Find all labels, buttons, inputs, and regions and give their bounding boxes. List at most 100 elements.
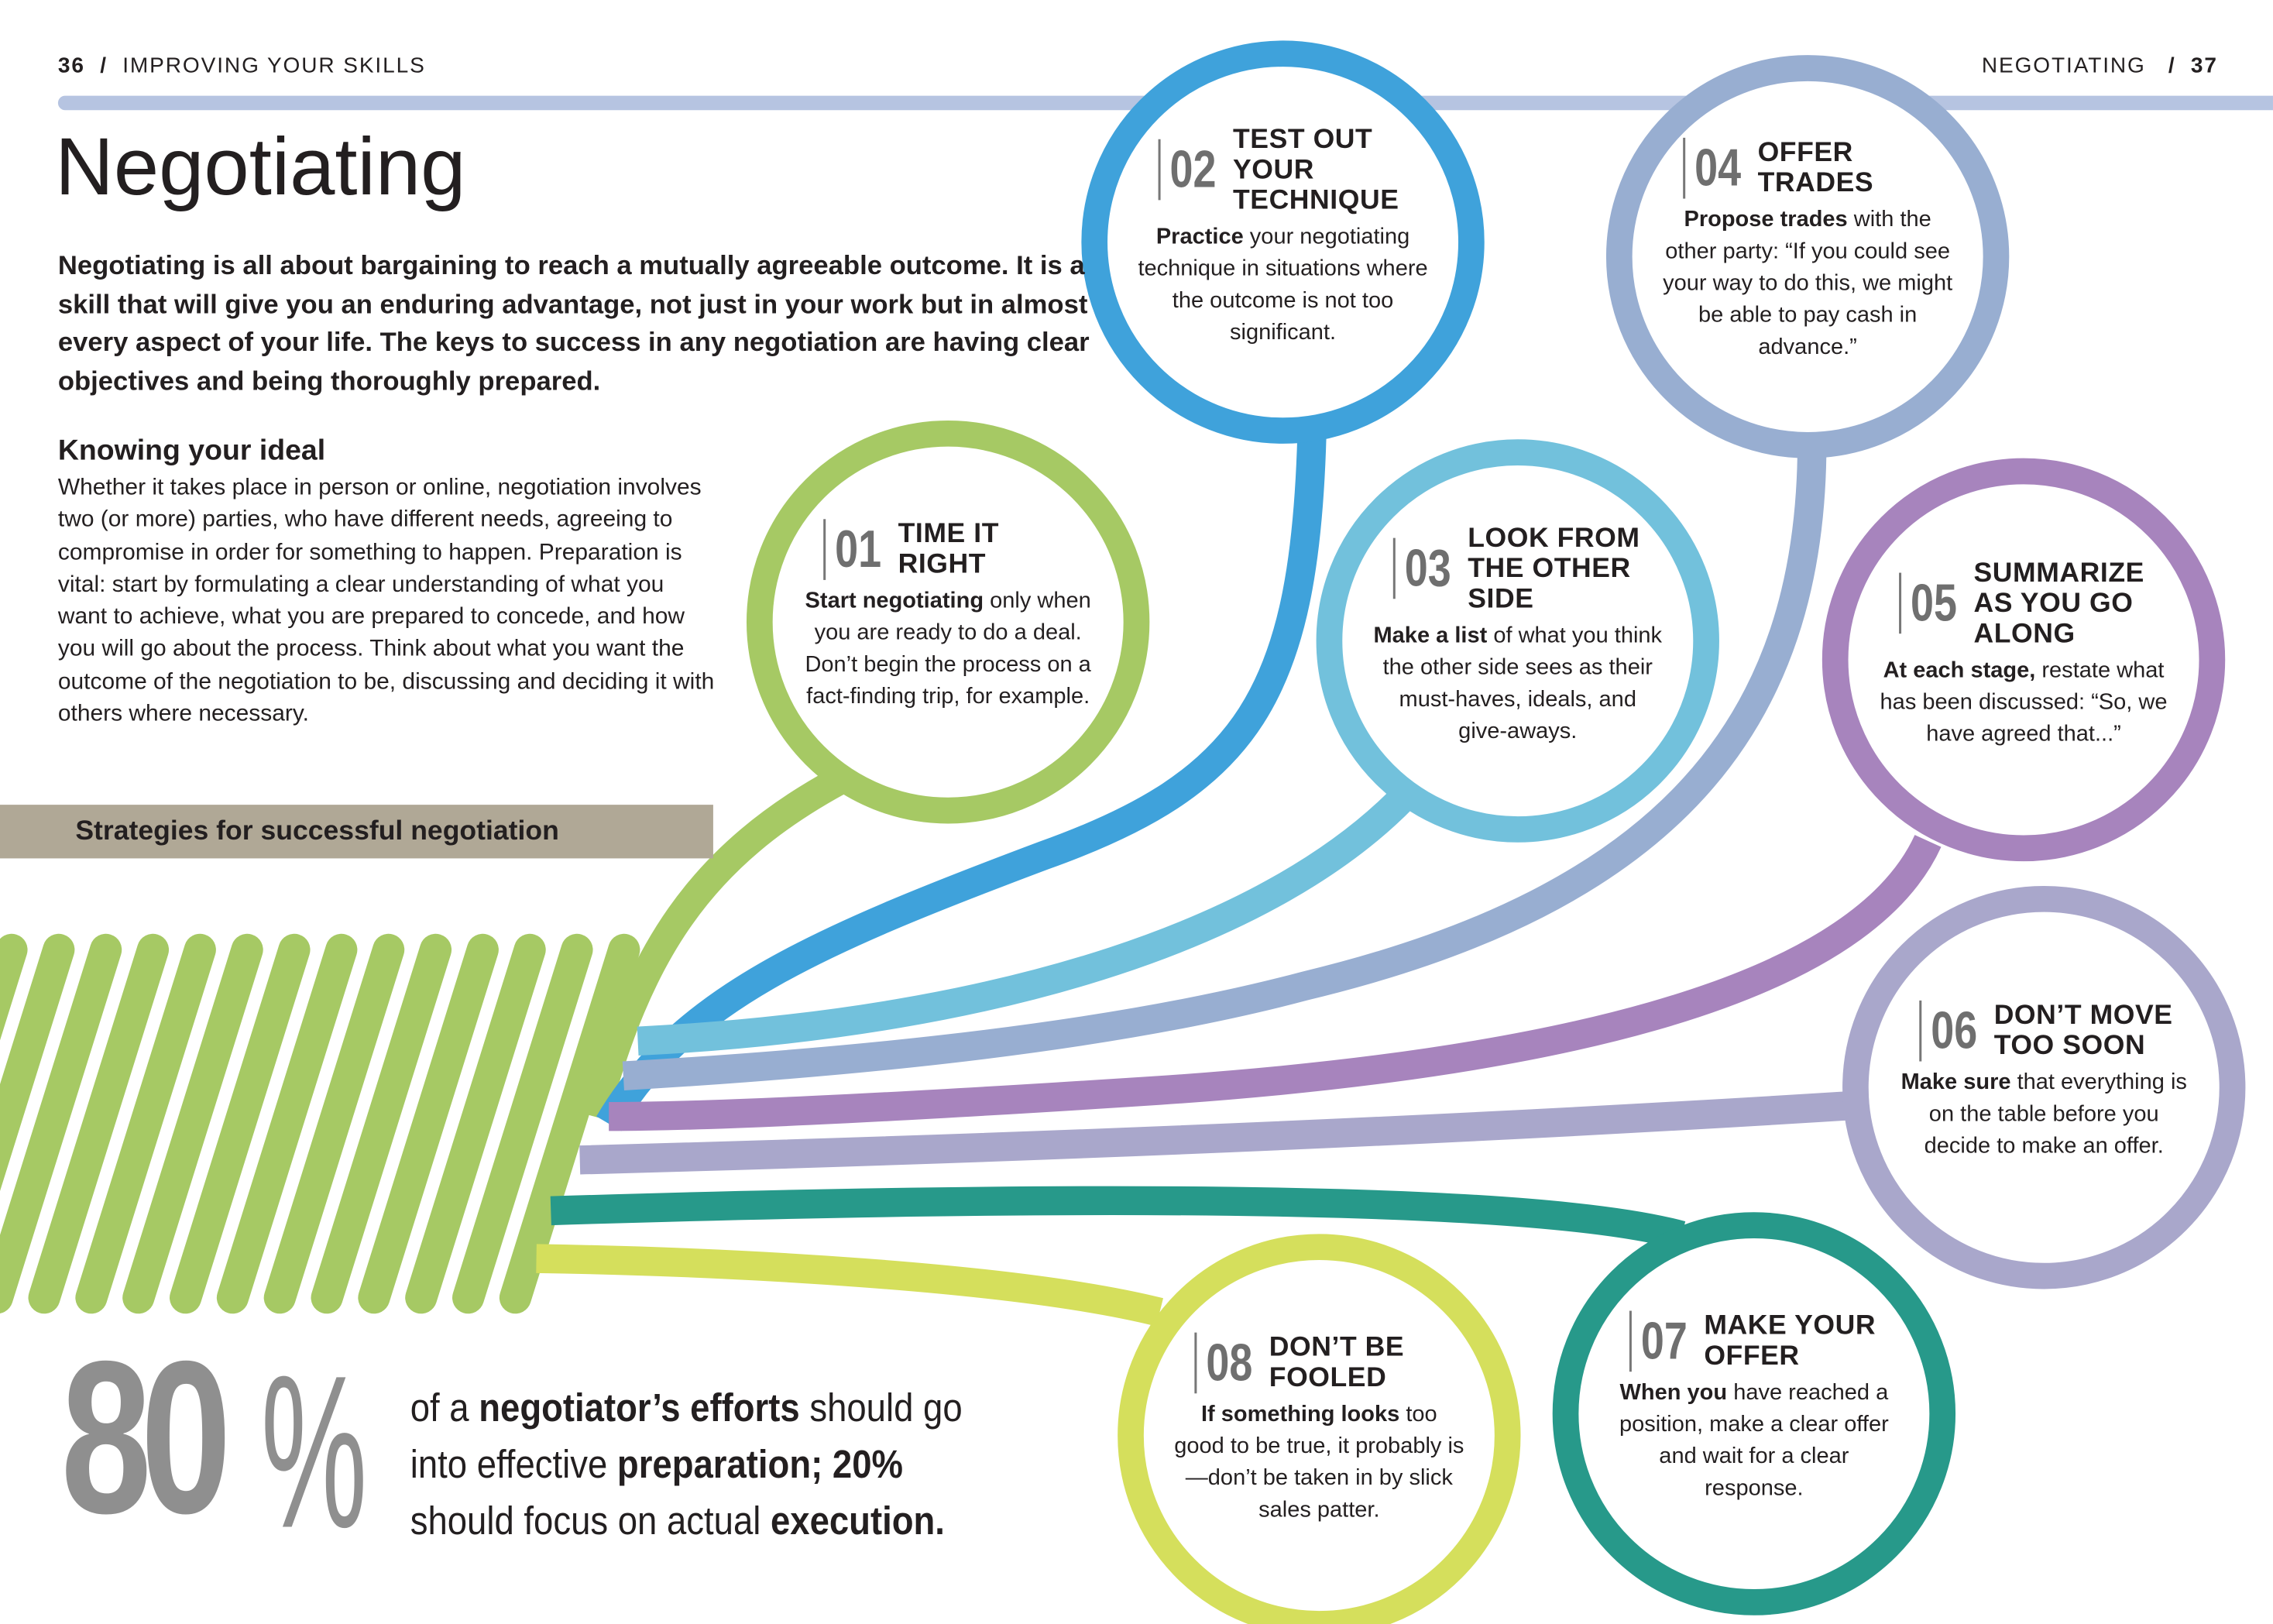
- strategy-body: Practice your negotiating technique in s…: [1138, 221, 1427, 349]
- strategy-body: Propose trades with the other party: “If…: [1663, 204, 1952, 364]
- stripe: [28, 933, 170, 1314]
- section-heading: Knowing your ideal: [57, 434, 326, 467]
- strategy-title: DON’T BE FOOLED: [1269, 1332, 1405, 1394]
- circles: [746, 40, 2246, 1624]
- strategy-ring: [1316, 439, 1719, 843]
- strategy-number: 01: [824, 519, 882, 580]
- header-right: NEGOTIATING / 37: [1982, 53, 2218, 78]
- strategy-number: 07: [1629, 1310, 1688, 1372]
- strategy-number: 03: [1393, 537, 1452, 599]
- strategy-heading: 06 DON’T MOVE TOO SOON: [1899, 1000, 2189, 1062]
- page-number: 36: [57, 53, 85, 79]
- stripe: [263, 933, 405, 1314]
- strategy-number: 06: [1920, 1000, 1978, 1062]
- strategy-heading: 03 LOOK FROM THE OTHER SIDE: [1373, 523, 1663, 614]
- strategy-body: Make a list of what you think the other …: [1373, 620, 1663, 747]
- strategy-text: restate what has been discussed: “So, we…: [1880, 657, 2168, 747]
- stripe: [0, 933, 122, 1313]
- strategy-lead: Propose trades: [1684, 207, 1848, 232]
- banner: Strategies for successful negotiation: [0, 805, 713, 859]
- strategy-number: 05: [1899, 572, 1958, 634]
- strategy-lead: If something looks: [1200, 1402, 1400, 1427]
- stripe: [75, 933, 216, 1314]
- banner-text: Strategies for successful negotiation: [75, 816, 559, 847]
- intro: Negotiating is all about bargaining to r…: [57, 249, 1090, 396]
- strategy-title: OFFER TRADES: [1757, 137, 1874, 199]
- strategy: 04 OFFER TRADES Propose trades with the ot…: [1663, 137, 1952, 364]
- page-number: 37: [2190, 53, 2218, 79]
- stripe: [452, 933, 593, 1314]
- strategy-heading: 01 TIME IT RIGHT: [803, 519, 1093, 580]
- strategy-lead: When you: [1619, 1380, 1728, 1406]
- separator: /: [2168, 53, 2176, 79]
- strategy: 08 DON’T BE FOOLED If something looks too …: [1174, 1332, 1464, 1527]
- ribbons: [536, 434, 1942, 1327]
- strategy: 05 SUMMARIZE AS YOU GO ALONG At each stage…: [1879, 558, 2168, 750]
- strategy-title: MAKE YOUR OFFER: [1704, 1310, 1876, 1372]
- strategy-number: 08: [1195, 1332, 1253, 1394]
- stat-part: preparation; 20%: [616, 1442, 903, 1487]
- strategy-ring: [1821, 458, 2226, 862]
- stat-text: of a negotiator’s efforts should go into…: [410, 1380, 971, 1550]
- stripe: [499, 933, 640, 1314]
- strategy-ring: [1842, 885, 2246, 1289]
- stat-number: 80: [60, 1315, 232, 1559]
- stripe: [311, 933, 452, 1314]
- strategy-text: of what you think the other side sees as…: [1382, 623, 1663, 743]
- strategy-ring: [1605, 55, 2010, 458]
- strategy-ring: [1081, 40, 1485, 444]
- header-left: 36 / IMPROVING YOUR SKILLS: [58, 53, 426, 78]
- strategy-lead: Make sure: [1900, 1070, 2011, 1095]
- strategy-ring: [1552, 1212, 1956, 1615]
- stripe: [122, 933, 263, 1314]
- section-name: IMPROVING YOUR SKILLS: [122, 53, 426, 79]
- strategy-heading: 04 OFFER TRADES: [1663, 137, 1952, 199]
- strategy-lead: Make a list: [1373, 623, 1488, 647]
- strategy-title: DON’T MOVE TOO SOON: [1993, 1000, 2173, 1062]
- strategy-title: LOOK FROM THE OTHER SIDE: [1468, 522, 1640, 614]
- separator: /: [100, 53, 108, 79]
- strategy-body: If something looks too good to be true, …: [1174, 1399, 1464, 1527]
- ribbon: [596, 434, 1327, 1131]
- strategy-lead: At each stage,: [1883, 657, 2036, 682]
- stat-part: of a: [410, 1385, 479, 1430]
- strategy: 07 MAKE YOUR OFFER When you have reached a…: [1609, 1310, 1899, 1506]
- section-body: Whether it takes place in person or onli…: [57, 476, 715, 727]
- ribbon: [609, 835, 1942, 1131]
- ribbon: [622, 442, 1827, 1090]
- strategy: 03 LOOK FROM THE OTHER SIDE Make a list of…: [1373, 523, 1663, 747]
- strategy-body: Start negotiating only when you are read…: [803, 585, 1093, 713]
- stripe: [358, 933, 499, 1314]
- strategy-body: At each stage, restate what has been dis…: [1879, 654, 2168, 750]
- strategy-text: that everything is on the table before y…: [1924, 1070, 2187, 1159]
- strategy-text: too good to be true, it probably is—don’…: [1174, 1402, 1464, 1523]
- ribbon: [536, 1244, 1163, 1327]
- strategy-number: 04: [1684, 137, 1742, 199]
- ribbon: [637, 787, 1414, 1056]
- strategy-title: SUMMARIZE AS YOU GO ALONG: [1973, 557, 2144, 649]
- strategy-body: When you have reached a position, make a…: [1609, 1378, 1899, 1506]
- stat-part: should focus on actual: [410, 1499, 771, 1543]
- strategy-title: TIME IT RIGHT: [898, 519, 999, 580]
- stat-part: negotiator’s efforts: [479, 1385, 800, 1430]
- strategy-title: TEST OUT YOUR TECHNIQUE: [1232, 124, 1399, 216]
- title: Negotiating: [55, 120, 466, 212]
- section-name: NEGOTIATING: [1981, 53, 2146, 79]
- strategy-heading: 08 DON’T BE FOOLED: [1174, 1332, 1464, 1394]
- stripe: [405, 933, 546, 1314]
- strategy-body: Make sure that everything is on the tabl…: [1899, 1067, 2189, 1163]
- ribbon: [580, 763, 855, 1121]
- strategy-ring: [746, 420, 1150, 824]
- strategy-text: only when you are ready to do a deal. Do…: [805, 589, 1091, 709]
- strategy-heading: 05 SUMMARIZE AS YOU GO ALONG: [1879, 558, 2168, 649]
- strategy-lead: Start negotiating: [805, 589, 984, 613]
- strategy: 02 TEST OUT YOUR TECHNIQUE Practice your n…: [1138, 124, 1427, 348]
- strategy-text: your negotiating technique in situations…: [1138, 224, 1428, 345]
- strategy: 06 DON’T MOVE TOO SOON Make sure that ever…: [1899, 1000, 2189, 1163]
- stripes: [0, 933, 640, 1314]
- strategy: 01 TIME IT RIGHT Start negotiating only wh…: [803, 519, 1093, 713]
- ribbon: [550, 1186, 1686, 1250]
